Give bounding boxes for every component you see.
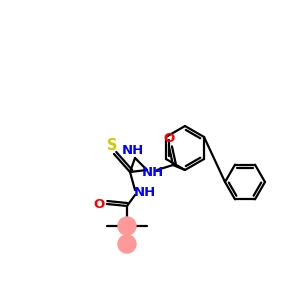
Circle shape	[118, 235, 136, 253]
Text: O: O	[164, 133, 175, 146]
Text: NH: NH	[122, 143, 144, 157]
Text: NH: NH	[134, 185, 156, 199]
Text: O: O	[93, 197, 105, 211]
Text: S: S	[107, 139, 117, 154]
Text: NH: NH	[142, 167, 164, 179]
Circle shape	[118, 217, 136, 235]
